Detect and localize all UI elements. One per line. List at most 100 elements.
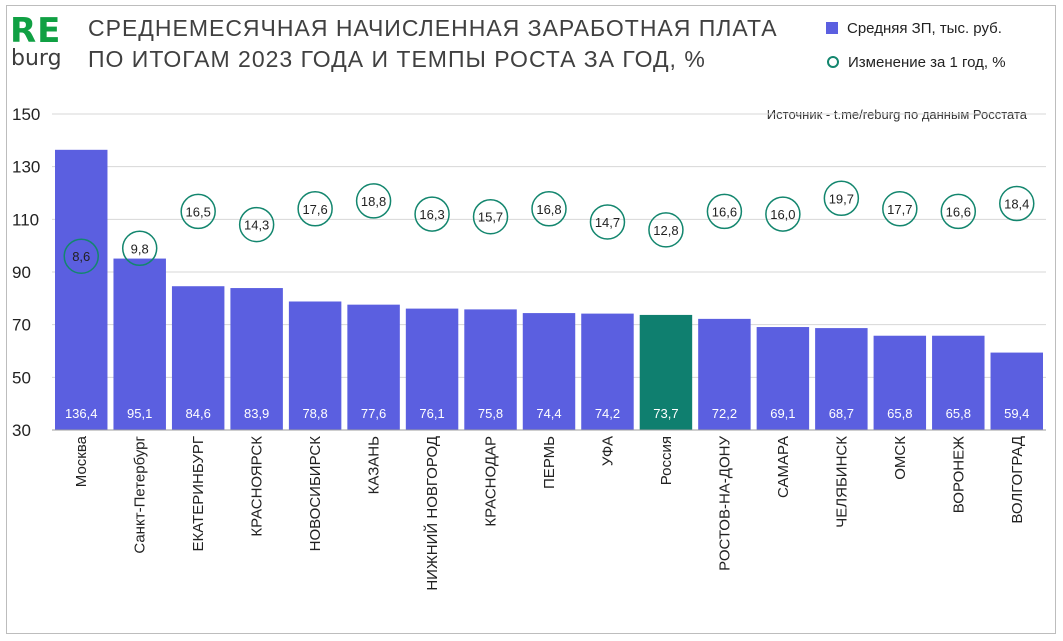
growth-point-15: [940, 193, 977, 230]
x-tick-label-14: ОМСК: [892, 436, 909, 480]
growth-value-label-3: 14,3: [244, 218, 269, 233]
bar-value-label-16: 59,4: [1004, 406, 1029, 421]
y-tick-label-110: 110: [12, 210, 39, 229]
growth-value-label-12: 16,0: [770, 207, 795, 222]
bar-15: [932, 335, 985, 430]
growth-point-12: [765, 196, 801, 232]
bar-9: [581, 313, 634, 430]
logo-re: RE: [10, 11, 62, 51]
bar-7: [464, 309, 517, 430]
bar-value-label-13: 68,7: [829, 406, 854, 421]
growth-value-label-16: 18,4: [1004, 197, 1029, 212]
logo-burg: burg: [11, 46, 62, 71]
bar-value-label-7: 75,8: [478, 406, 503, 421]
y-tick-label-90: 90: [12, 263, 31, 282]
legend-circle-swatch: [827, 56, 839, 68]
bar-value-label-2: 84,6: [186, 406, 211, 421]
bar-16: [990, 352, 1043, 430]
y-tick-label-70: 70: [12, 316, 31, 335]
growth-point-14: [882, 191, 918, 227]
legend-bar-swatch: [826, 22, 838, 34]
bar-value-label-5: 77,6: [361, 406, 386, 421]
growth-value-label-7: 15,7: [478, 210, 503, 225]
legend-label-salary: Средняя ЗП, тыс. руб.: [847, 19, 1002, 37]
bar-0: [55, 149, 108, 430]
bar-14: [873, 335, 927, 430]
y-tick-label-150: 150: [12, 105, 40, 124]
growth-value-label-15: 16,6: [946, 204, 971, 219]
legend-item-growth: Изменение за 1 год, %: [826, 50, 1006, 74]
x-tick-label-8: ПЕРМЬ: [541, 436, 558, 489]
legend: Средняя ЗП, тыс. руб. Изменение за 1 год…: [826, 16, 1006, 84]
growth-point-5: [355, 183, 392, 219]
bar-value-label-14: 65,8: [887, 406, 912, 421]
legend-item-salary: Средняя ЗП, тыс. руб.: [826, 16, 1006, 40]
bar-value-label-3: 83,9: [244, 406, 269, 421]
growth-point-10: [648, 212, 684, 248]
x-tick-label-4: НОВОСИБИРСК: [307, 436, 324, 552]
bar-5: [347, 304, 400, 430]
growth-point-4: [297, 191, 333, 227]
bar-6: [405, 308, 459, 430]
bar-value-label-0: 136,4: [65, 406, 98, 421]
growth-point-0: [63, 238, 99, 274]
chart-title-line1: СРЕДНЕМЕСЯЧНАЯ НАЧИСЛЕННАЯ ЗАРАБОТНАЯ ПЛ…: [88, 15, 778, 41]
x-tick-label-3: КРАСНОЯРСК: [249, 436, 266, 537]
growth-value-label-6: 16,3: [419, 207, 444, 222]
growth-point-11: [706, 193, 743, 230]
bar-1: [113, 258, 166, 430]
x-tick-label-0: Москва: [73, 435, 90, 487]
x-tick-label-9: УФА: [599, 436, 616, 466]
growth-value-label-8: 16,8: [536, 202, 561, 217]
y-tick-label-50: 50: [12, 368, 31, 387]
bar-value-label-4: 78,8: [302, 406, 327, 421]
bar-3: [230, 288, 283, 430]
growth-value-label-10: 12,8: [653, 223, 678, 238]
bar-value-label-1: 95,1: [127, 406, 152, 421]
bar-value-label-11: 72,2: [712, 406, 737, 421]
bar-13: [815, 328, 868, 430]
x-tick-label-13: ЧЕЛЯБИНСК: [833, 436, 850, 528]
bar-11: [698, 318, 751, 430]
growth-value-label-4: 17,6: [302, 202, 327, 217]
x-tick-label-10: Россия: [658, 436, 675, 485]
growth-point-6: [414, 196, 450, 232]
x-tick-label-15: ВОРОНЕЖ: [950, 436, 967, 513]
bar-value-label-15: 65,8: [946, 406, 971, 421]
x-tick-label-6: НИЖНИЙ НОВГОРОД: [423, 436, 441, 591]
growth-value-label-1: 9,8: [131, 241, 149, 256]
bar-value-label-8: 74,4: [536, 406, 561, 421]
x-tick-label-16: ВОЛГОГРАД: [1009, 436, 1026, 524]
bar-4: [288, 301, 342, 430]
x-tick-label-12: САМАРА: [775, 436, 792, 498]
y-tick-label-130: 130: [12, 158, 40, 177]
x-tick-label-5: КАЗАНЬ: [366, 436, 383, 494]
legend-label-growth: Изменение за 1 год, %: [848, 53, 1006, 71]
bar-12: [756, 327, 810, 430]
x-tick-label-2: ЕКАТЕРИНБУРГ: [190, 436, 207, 552]
growth-value-label-13: 19,7: [829, 191, 854, 206]
growth-point-1: [121, 230, 158, 267]
bar-value-label-10: 73,7: [653, 406, 678, 421]
growth-value-label-11: 16,6: [712, 204, 737, 219]
x-tick-label-1: Санкт-Петербург: [132, 435, 149, 553]
growth-value-label-2: 16,5: [186, 204, 211, 219]
growth-value-label-5: 18,8: [361, 194, 386, 209]
growth-value-label-0: 8,6: [72, 249, 90, 264]
bar-value-label-9: 74,2: [595, 406, 620, 421]
bar-2: [171, 286, 225, 430]
growth-value-label-9: 14,7: [595, 215, 620, 230]
chart-title-line2: ПО ИТОГАМ 2023 ГОДА И ТЕМПЫ РОСТА ЗА ГОД…: [88, 46, 706, 72]
x-tick-label-11: РОСТОВ-НА-ДОНУ: [716, 436, 733, 571]
growth-point-8: [531, 191, 567, 227]
growth-point-7: [472, 198, 509, 235]
growth-point-13: [823, 180, 860, 217]
bar-value-label-12: 69,1: [770, 406, 795, 421]
growth-point-3: [238, 206, 275, 243]
growth-value-label-14: 17,7: [887, 202, 912, 217]
bar-8: [522, 313, 576, 430]
growth-point-16: [999, 185, 1035, 222]
growth-point-9: [589, 204, 626, 240]
bar-10: [639, 314, 693, 430]
